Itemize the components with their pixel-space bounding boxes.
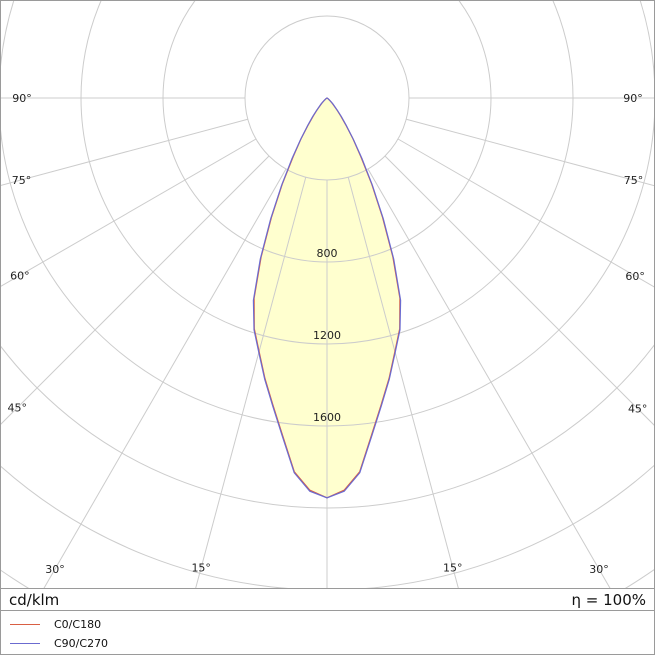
- units-label: cd/klm: [9, 590, 60, 609]
- ring-label: 1600: [313, 411, 341, 424]
- grid-radial: [1, 118, 248, 186]
- c90-line-swatch: [10, 643, 40, 644]
- angle-label: 90°: [623, 92, 643, 105]
- angle-label: 30°: [589, 563, 609, 576]
- ring-label: 1200: [313, 329, 341, 342]
- angle-label: 30°: [45, 563, 65, 576]
- grid-radial: [195, 177, 307, 588]
- polar-chart: 800 1200 1600 90° 75° 60° 45° 30° 15° 15° 30° 45° 60…: [1, 1, 654, 588]
- legend-item-c0: C0/C180: [1, 615, 654, 634]
- angle-label: 90°: [12, 92, 32, 105]
- grid-radial: [1, 138, 257, 287]
- chart-footer: cd/klm η = 100%: [1, 588, 654, 611]
- grid-radial: [1, 155, 270, 425]
- grid-radial: [406, 118, 654, 187]
- grid-radial: [397, 138, 654, 288]
- c0-label: C0/C180: [54, 618, 102, 631]
- curve-c90-c270: [252, 97, 402, 499]
- grid-radial: [347, 177, 459, 588]
- c0-line-swatch: [10, 624, 40, 625]
- polar-chart-canvas: 800 1200 1600 90° 75° 60° 45° 30° 15° 15° 30° 45° 60…: [1, 1, 654, 588]
- grid-radial: [367, 168, 611, 588]
- grid-radial: [384, 155, 654, 426]
- angle-label: 45°: [8, 402, 28, 415]
- legend-item-c90: C90/C270: [1, 634, 654, 653]
- angle-label: 75°: [12, 174, 32, 187]
- chart-legend: C0/C180 C90/C270: [1, 611, 654, 654]
- angle-label: 75°: [624, 174, 644, 187]
- angle-label: 60°: [10, 269, 30, 282]
- c90-label: C90/C270: [54, 637, 109, 650]
- angle-label: 60°: [625, 270, 645, 283]
- grid-radial: [43, 168, 287, 588]
- efficiency-label: η = 100%: [571, 590, 647, 609]
- angle-label: 15°: [191, 562, 211, 575]
- angle-label: 15°: [443, 562, 463, 575]
- ring-label: 800: [317, 247, 338, 260]
- angle-label: 45°: [628, 403, 648, 416]
